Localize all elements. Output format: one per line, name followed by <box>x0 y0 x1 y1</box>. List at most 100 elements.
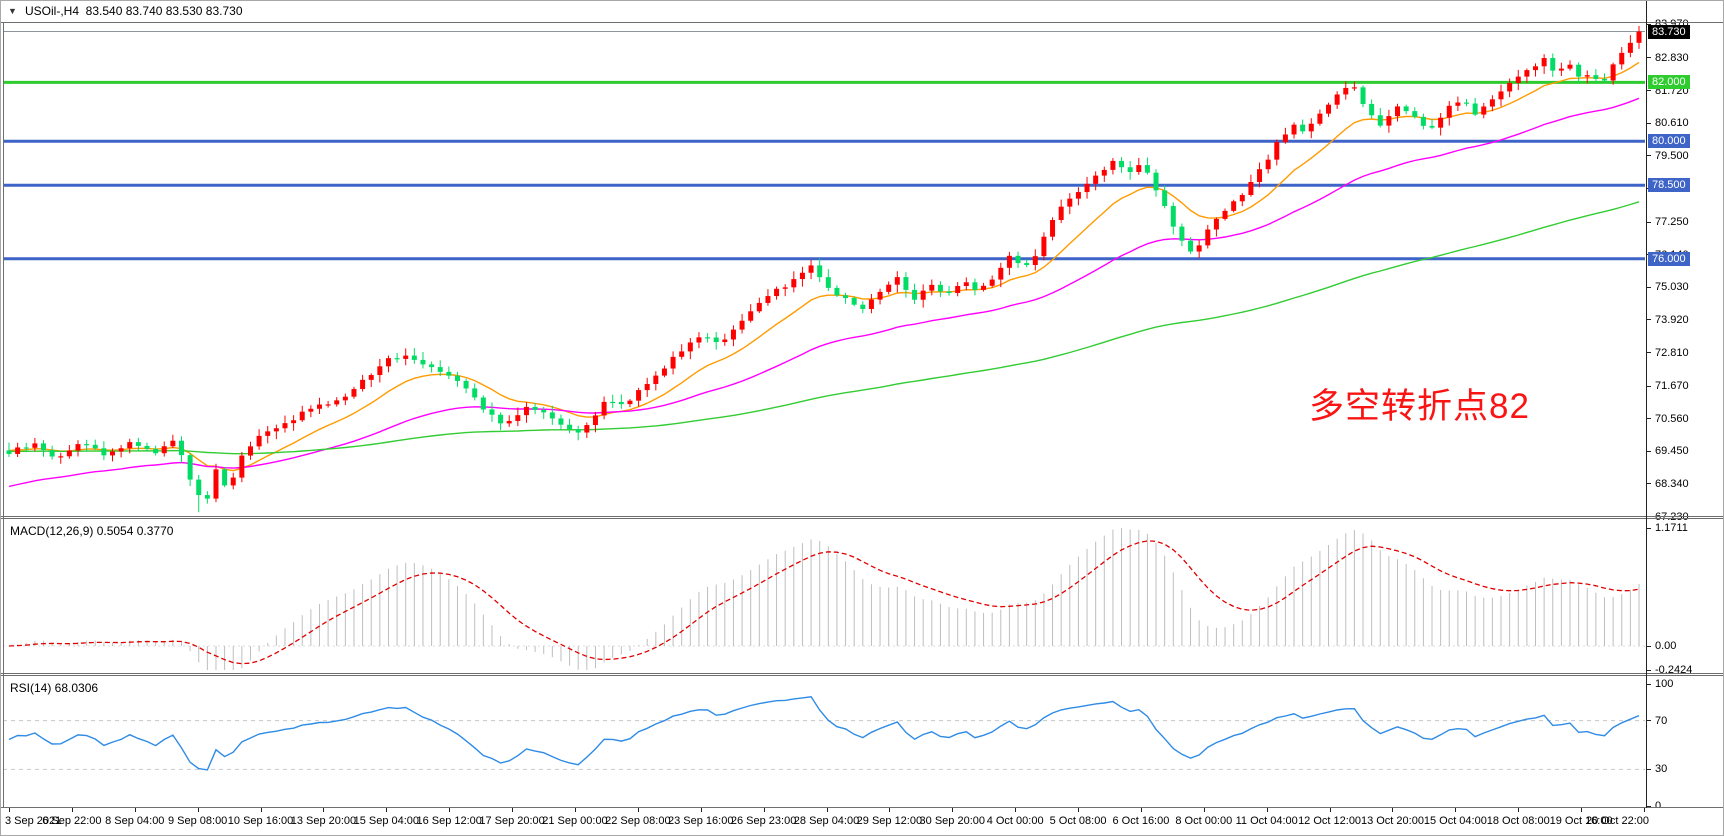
candle-body <box>946 291 952 293</box>
macd-tick-mark <box>1647 669 1651 671</box>
candle-body <box>1541 58 1547 67</box>
panel-separator <box>1 807 1723 808</box>
candle-body <box>1050 219 1056 237</box>
time-tick-label: 8 Sep 04:00 <box>105 815 165 827</box>
time-tick-mark <box>952 808 954 812</box>
ma-fast-line <box>8 61 1640 472</box>
macd-signal-line <box>8 540 1640 665</box>
price-tick-mark <box>1647 352 1651 354</box>
panel-separator <box>1 675 1723 676</box>
price-tick-label: 72.810 <box>1655 346 1689 359</box>
candle-body <box>1602 78 1608 81</box>
candle-body <box>1386 116 1392 126</box>
candle-body <box>1119 160 1125 168</box>
candle-body <box>178 440 184 456</box>
price-level-badge: 80.000 <box>1648 134 1690 149</box>
time-tick-label: 29 Sep 12:00 <box>856 815 923 827</box>
candle-body <box>1481 106 1487 115</box>
candle-body <box>1403 106 1409 112</box>
candle-body <box>222 469 228 486</box>
candle-body <box>618 401 624 405</box>
time-tick-mark <box>449 808 451 812</box>
candle-body <box>454 375 460 381</box>
candle-body <box>834 287 840 296</box>
candle-body <box>1300 124 1306 132</box>
candle-body <box>247 446 253 456</box>
candle-body <box>567 424 573 430</box>
candle-body <box>730 329 736 340</box>
price-tick-mark <box>1647 450 1651 452</box>
time-tick-label: 18 Oct 08:00 <box>1486 815 1550 827</box>
rsi-tick-mark <box>1647 805 1651 807</box>
candle-body <box>66 450 72 457</box>
time-tick-mark <box>1078 808 1080 812</box>
chart-title: USOil-,H4 83.540 83.740 83.530 83.730 <box>25 4 243 18</box>
time-tick-label: 21 Sep 00:00 <box>542 815 608 827</box>
candle-body <box>601 401 607 416</box>
price-tick-mark <box>1647 155 1651 157</box>
time-tick-label: 23 Sep 16:00 <box>667 815 734 827</box>
candle-body <box>1110 160 1116 170</box>
candle-body <box>204 495 210 499</box>
candlestick-plot[interactable] <box>3 23 1645 516</box>
macd-tick-mark <box>1647 527 1651 529</box>
candle-body <box>265 431 271 436</box>
candle-body <box>360 379 366 390</box>
candle-body <box>1464 102 1470 104</box>
time-axis[interactable]: 3 Sep 2021 6 Sep 22:00 8 Sep 04:00 9 Sep 08… <box>1 808 1723 835</box>
ma-mid-line <box>8 97 1640 488</box>
time-tick-label: 6 Oct 16:00 <box>1112 815 1170 827</box>
macd-panel[interactable]: MACD(12,26,9) 0.5054 0.3770 <box>3 519 1645 673</box>
candle-body <box>1196 245 1202 252</box>
time-tick-mark <box>700 808 702 812</box>
candle-body <box>756 302 762 312</box>
candle-body <box>1274 142 1280 160</box>
time-tick-label: 30 Sep 20:00 <box>919 815 985 827</box>
candle-body <box>713 337 719 343</box>
collapse-arrow-icon[interactable]: ▼ <box>8 6 17 16</box>
candle-body <box>351 389 357 397</box>
candle-body <box>1127 167 1133 172</box>
candle-body <box>1136 165 1142 172</box>
candle-body <box>937 284 943 292</box>
candle-body <box>774 288 780 297</box>
macd-tick-label: 0.00 <box>1655 640 1677 652</box>
candle-body <box>1326 104 1332 114</box>
candle-body <box>446 371 452 376</box>
rsi-plot[interactable] <box>3 676 1645 807</box>
macd-label: MACD(12,26,9) 0.5054 0.3770 <box>10 524 174 538</box>
candle-body <box>273 428 279 432</box>
time-tick-mark <box>134 808 136 812</box>
candle-body <box>868 299 874 309</box>
candle-body <box>1170 206 1176 227</box>
rsi-tick-label: 0 <box>1655 800 1662 812</box>
candle-body <box>722 339 728 343</box>
price-chart-panel[interactable]: 多空转折点82 <box>3 23 1645 516</box>
candle-body <box>636 390 642 401</box>
candle-body <box>58 456 64 458</box>
candle-body <box>825 277 831 288</box>
candle-body <box>592 415 598 426</box>
candle-body <box>799 272 805 280</box>
price-axis[interactable]: 83.97082.83081.72080.61079.50078.39077.2… <box>1647 1 1723 812</box>
candle-body <box>135 442 141 446</box>
candle-body <box>1291 124 1297 135</box>
candle-body <box>256 435 262 447</box>
price-tick-label: 73.920 <box>1655 313 1689 326</box>
candle-body <box>84 444 90 446</box>
candle-body <box>1041 236 1047 257</box>
candle-body <box>144 445 150 449</box>
candle-body <box>196 479 202 496</box>
candle-body <box>1550 58 1556 71</box>
candle-body <box>109 451 115 456</box>
price-tick-mark <box>1647 221 1651 223</box>
time-tick-mark <box>323 808 325 812</box>
price-level-badge: 78.500 <box>1648 178 1690 193</box>
candle-body <box>1188 240 1194 252</box>
candle-body <box>282 423 288 429</box>
rsi-panel[interactable]: RSI(14) 68.0306 <box>3 676 1645 807</box>
macd-plot[interactable] <box>3 519 1645 673</box>
time-tick-mark <box>637 808 639 812</box>
candle-body <box>1515 76 1521 83</box>
price-tick-label: 79.500 <box>1655 149 1689 162</box>
